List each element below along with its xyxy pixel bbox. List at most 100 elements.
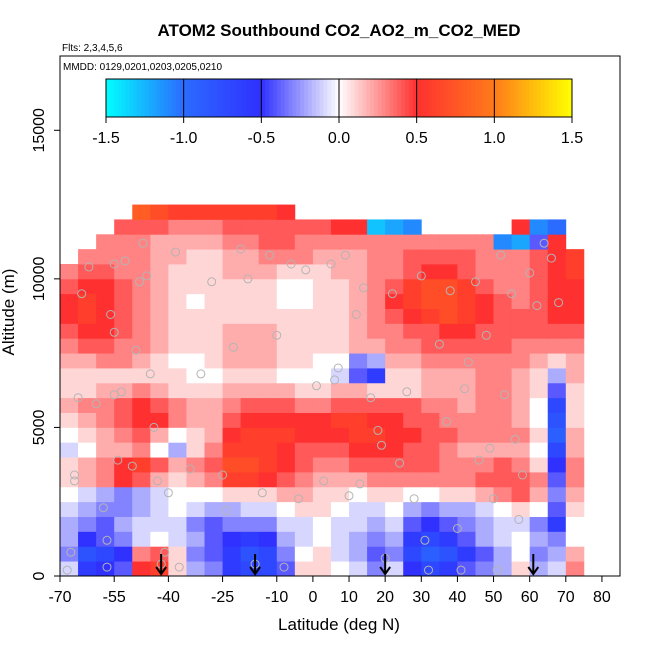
colorbar-tick-label: -1.5 [92, 130, 120, 147]
heatmap-cell [385, 353, 404, 369]
sample-point [174, 562, 184, 572]
heatmap-cell [529, 531, 549, 547]
heatmap-cell [421, 234, 440, 250]
heatmap-cell [150, 546, 169, 562]
heatmap-cell [186, 382, 205, 399]
colorbar-segment [373, 79, 379, 117]
heatmap-cell [330, 382, 350, 399]
heatmap-cell [349, 472, 368, 488]
x-tick-label: -40 [157, 589, 180, 606]
heatmap-cell [511, 472, 531, 488]
heatmap-cell [349, 501, 368, 517]
heatmap-cell [240, 308, 260, 324]
heatmap-cell [529, 412, 549, 428]
heatmap-cell [114, 368, 133, 384]
heatmap-cell [529, 472, 549, 488]
heatmap-cell [204, 234, 223, 250]
sample-point [373, 425, 383, 435]
sample-point [359, 283, 368, 293]
heatmap-cell [204, 338, 223, 354]
heatmap-cell [457, 561, 476, 576]
heatmap-cell [385, 234, 404, 250]
heatmap-cell [222, 412, 242, 428]
heatmap-cell [114, 427, 133, 443]
heatmap-cell [493, 368, 513, 384]
heatmap-cell [276, 293, 296, 309]
colorbar-segment [148, 79, 154, 117]
heatmap-cell [60, 368, 79, 384]
colorbar-segment [152, 79, 157, 117]
heatmap-cell [222, 204, 242, 220]
heatmap-cell [132, 353, 151, 369]
heatmap-cell [403, 308, 422, 324]
heatmap-cell [132, 531, 151, 547]
heatmap-cell [150, 338, 169, 354]
heatmap-cell [186, 546, 205, 562]
heatmap-cell [294, 561, 314, 576]
heatmap-cell [312, 293, 332, 309]
heatmap-cell [511, 486, 531, 503]
heatmap-cell [312, 412, 332, 428]
heatmap-cell [150, 234, 169, 250]
heatmap-cell [114, 457, 133, 473]
heatmap-cell [78, 501, 97, 517]
heatmap-cell [204, 397, 223, 413]
heatmap-cell [565, 353, 585, 369]
heatmap-cell [204, 486, 223, 503]
heatmap-cell [186, 293, 205, 309]
heatmap-cell [475, 442, 494, 458]
heatmap-cell [150, 219, 169, 235]
heatmap-cell [493, 338, 513, 354]
sample-point [416, 271, 426, 281]
colorbar-segment [106, 79, 111, 117]
heatmap-cell [349, 382, 368, 399]
colorbar-segment [311, 79, 317, 117]
heatmap-cell [403, 561, 422, 576]
heatmap-cell [529, 397, 549, 413]
sample-point [333, 363, 343, 373]
colorbar-segment [226, 79, 231, 117]
sample-point [452, 524, 462, 533]
colorbar-segment [296, 79, 301, 117]
heatmap-cell [330, 472, 350, 488]
heatmap-cell [385, 397, 404, 413]
sample-point [409, 494, 419, 504]
heatmap-cell [439, 561, 458, 576]
sample-point [377, 440, 386, 450]
heatmap-cell [457, 249, 476, 265]
heatmap-cell [529, 486, 549, 503]
heatmap-cell [367, 516, 386, 532]
colorbar-segment [405, 79, 410, 117]
heatmap-cell [186, 486, 205, 503]
heatmap-cell [439, 264, 458, 280]
heatmap-cell [529, 546, 549, 562]
sample-point [420, 535, 430, 545]
colorbar-segment [439, 79, 445, 117]
heatmap-cell [330, 323, 350, 339]
heatmap-cell [475, 427, 494, 443]
heatmap-cell [114, 308, 133, 324]
heatmap-cell [150, 427, 169, 443]
heatmap-cell [330, 486, 350, 503]
colorbar-segment [529, 79, 534, 117]
colorbar-segment [385, 79, 390, 117]
sample-point [70, 470, 79, 480]
heatmap-cell [294, 264, 314, 280]
heatmap-cell [168, 353, 187, 369]
heatmap-cell [385, 501, 404, 517]
colorbar-segment [560, 79, 565, 117]
heatmap-cell [204, 561, 223, 576]
sample-point [221, 506, 231, 516]
heatmap-cell [60, 531, 79, 547]
heatmap-cell [403, 442, 422, 458]
heatmap-cell [367, 561, 386, 576]
sample-point [554, 298, 564, 308]
heatmap-cell [565, 457, 585, 473]
heatmap-cell [60, 338, 79, 354]
heatmap-cell [132, 486, 151, 503]
heatmap-cell [529, 368, 549, 384]
heatmap-cell [294, 442, 314, 458]
heatmap-cell [132, 278, 151, 295]
colorbar-segment [140, 79, 146, 117]
heatmap-cell [186, 442, 205, 458]
